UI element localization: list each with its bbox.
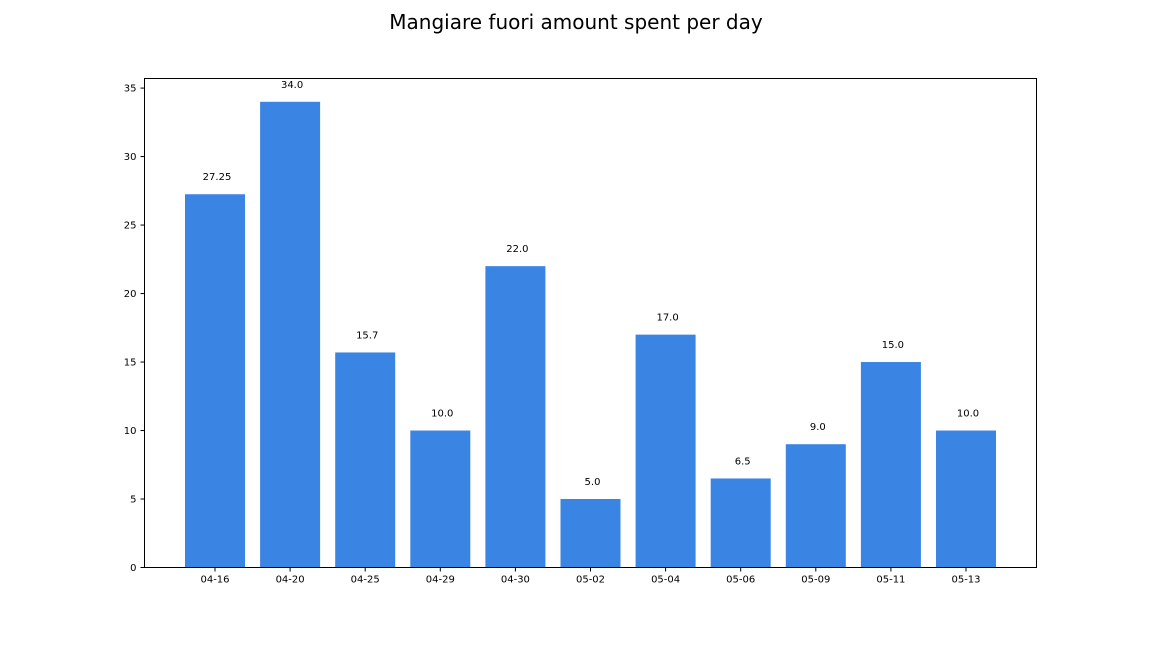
data-label-05-06: 6.5 (735, 456, 751, 467)
bar-05-06 (710, 478, 771, 568)
bar-04-25 (335, 352, 396, 568)
data-label-04-30: 22.0 (506, 244, 528, 255)
data-labels-layer: 27.25 34.0 15.7 10.0 22.0 5.0 17.0 6.5 9.0 15.0 10… (203, 80, 979, 488)
x-tick-label-04-25: 04-25 (351, 575, 380, 586)
bars-layer (185, 101, 996, 568)
bar-05-04 (635, 334, 696, 568)
x-tick-label-05-02: 05-02 (576, 575, 605, 586)
bar-05-09 (785, 444, 846, 568)
y-tick-label-10: 10 (124, 426, 137, 437)
data-label-04-25: 15.7 (356, 330, 378, 341)
bar-04-20 (260, 101, 321, 568)
data-label-04-29: 10.0 (431, 409, 453, 420)
data-label-04-16: 27.25 (203, 172, 232, 183)
x-tick-label-04-20: 04-20 (276, 575, 305, 586)
y-axis: 0 5 10 15 20 25 30 35 (124, 84, 145, 574)
x-tick-label-04-16: 04-16 (200, 575, 229, 586)
bar-05-02 (560, 499, 621, 568)
x-tick-label-05-06: 05-06 (726, 575, 755, 586)
y-tick-label-35: 35 (124, 84, 137, 95)
y-tick-label-20: 20 (124, 289, 137, 300)
bar-05-13 (936, 430, 996, 568)
data-label-05-13: 10.0 (957, 409, 979, 420)
y-tick-label-30: 30 (124, 152, 137, 163)
x-tick-label-05-04: 05-04 (651, 575, 680, 586)
data-label-05-09: 9.0 (810, 422, 826, 433)
bar-04-29 (410, 430, 471, 568)
bar-05-11 (860, 362, 921, 568)
data-label-05-02: 5.0 (585, 477, 601, 488)
y-tick-label-0: 0 (130, 563, 136, 574)
y-tick-label-15: 15 (124, 358, 137, 369)
y-tick-label-25: 25 (124, 221, 137, 232)
x-tick-label-04-30: 04-30 (501, 575, 530, 586)
x-tick-label-05-11: 05-11 (876, 575, 905, 586)
bar-04-30 (485, 266, 546, 568)
x-tick-label-05-09: 05-09 (801, 575, 830, 586)
x-tick-label-05-13: 05-13 (951, 575, 980, 586)
chart-title: Mangiare fuori amount spent per day (389, 10, 763, 34)
bar-04-16 (185, 194, 245, 568)
plot-frame (144, 78, 1037, 568)
data-label-04-20: 34.0 (281, 80, 303, 91)
data-label-05-04: 17.0 (656, 313, 678, 324)
x-axis: 04-16 04-20 04-25 04-29 04-30 05-02 05-04 05-06… (200, 567, 981, 586)
data-label-05-11: 15.0 (882, 340, 904, 351)
y-tick-label-5: 5 (130, 495, 136, 506)
x-tick-label-04-29: 04-29 (426, 575, 455, 586)
